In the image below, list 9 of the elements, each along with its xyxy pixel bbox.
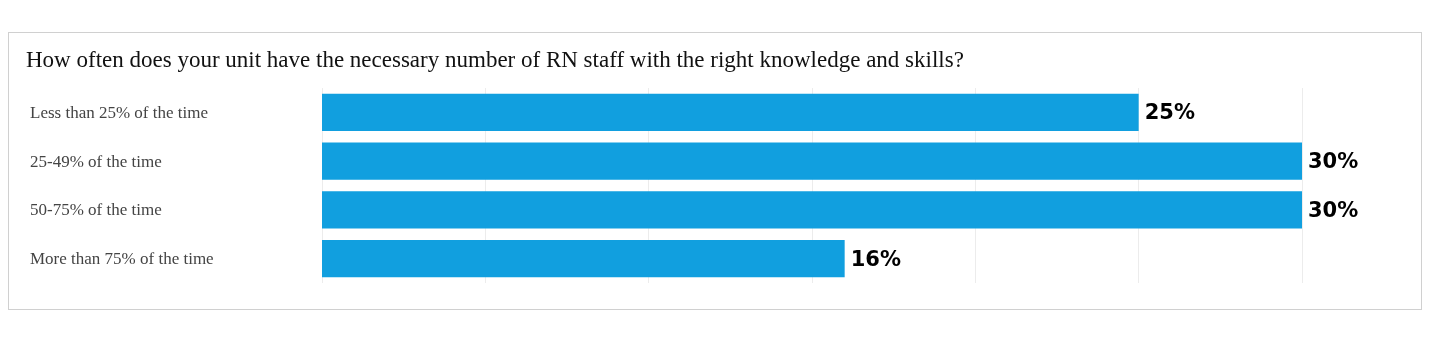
- y-tick-label: More than 75% of the time: [30, 249, 214, 269]
- data-label: 25%: [1144, 100, 1195, 125]
- data-label: 30%: [1308, 197, 1359, 222]
- y-tick-label: 25-49% of the time: [30, 151, 162, 171]
- data-label: 16%: [850, 246, 901, 271]
- chart-title: How often does your unit have the necessary number of RN staff with the right knowledge and skills?: [26, 47, 964, 72]
- y-tick-label: 50-75% of the time: [30, 200, 162, 220]
- data-label: 30%: [1308, 149, 1359, 174]
- y-tick-label: Less than 25% of the time: [30, 102, 208, 122]
